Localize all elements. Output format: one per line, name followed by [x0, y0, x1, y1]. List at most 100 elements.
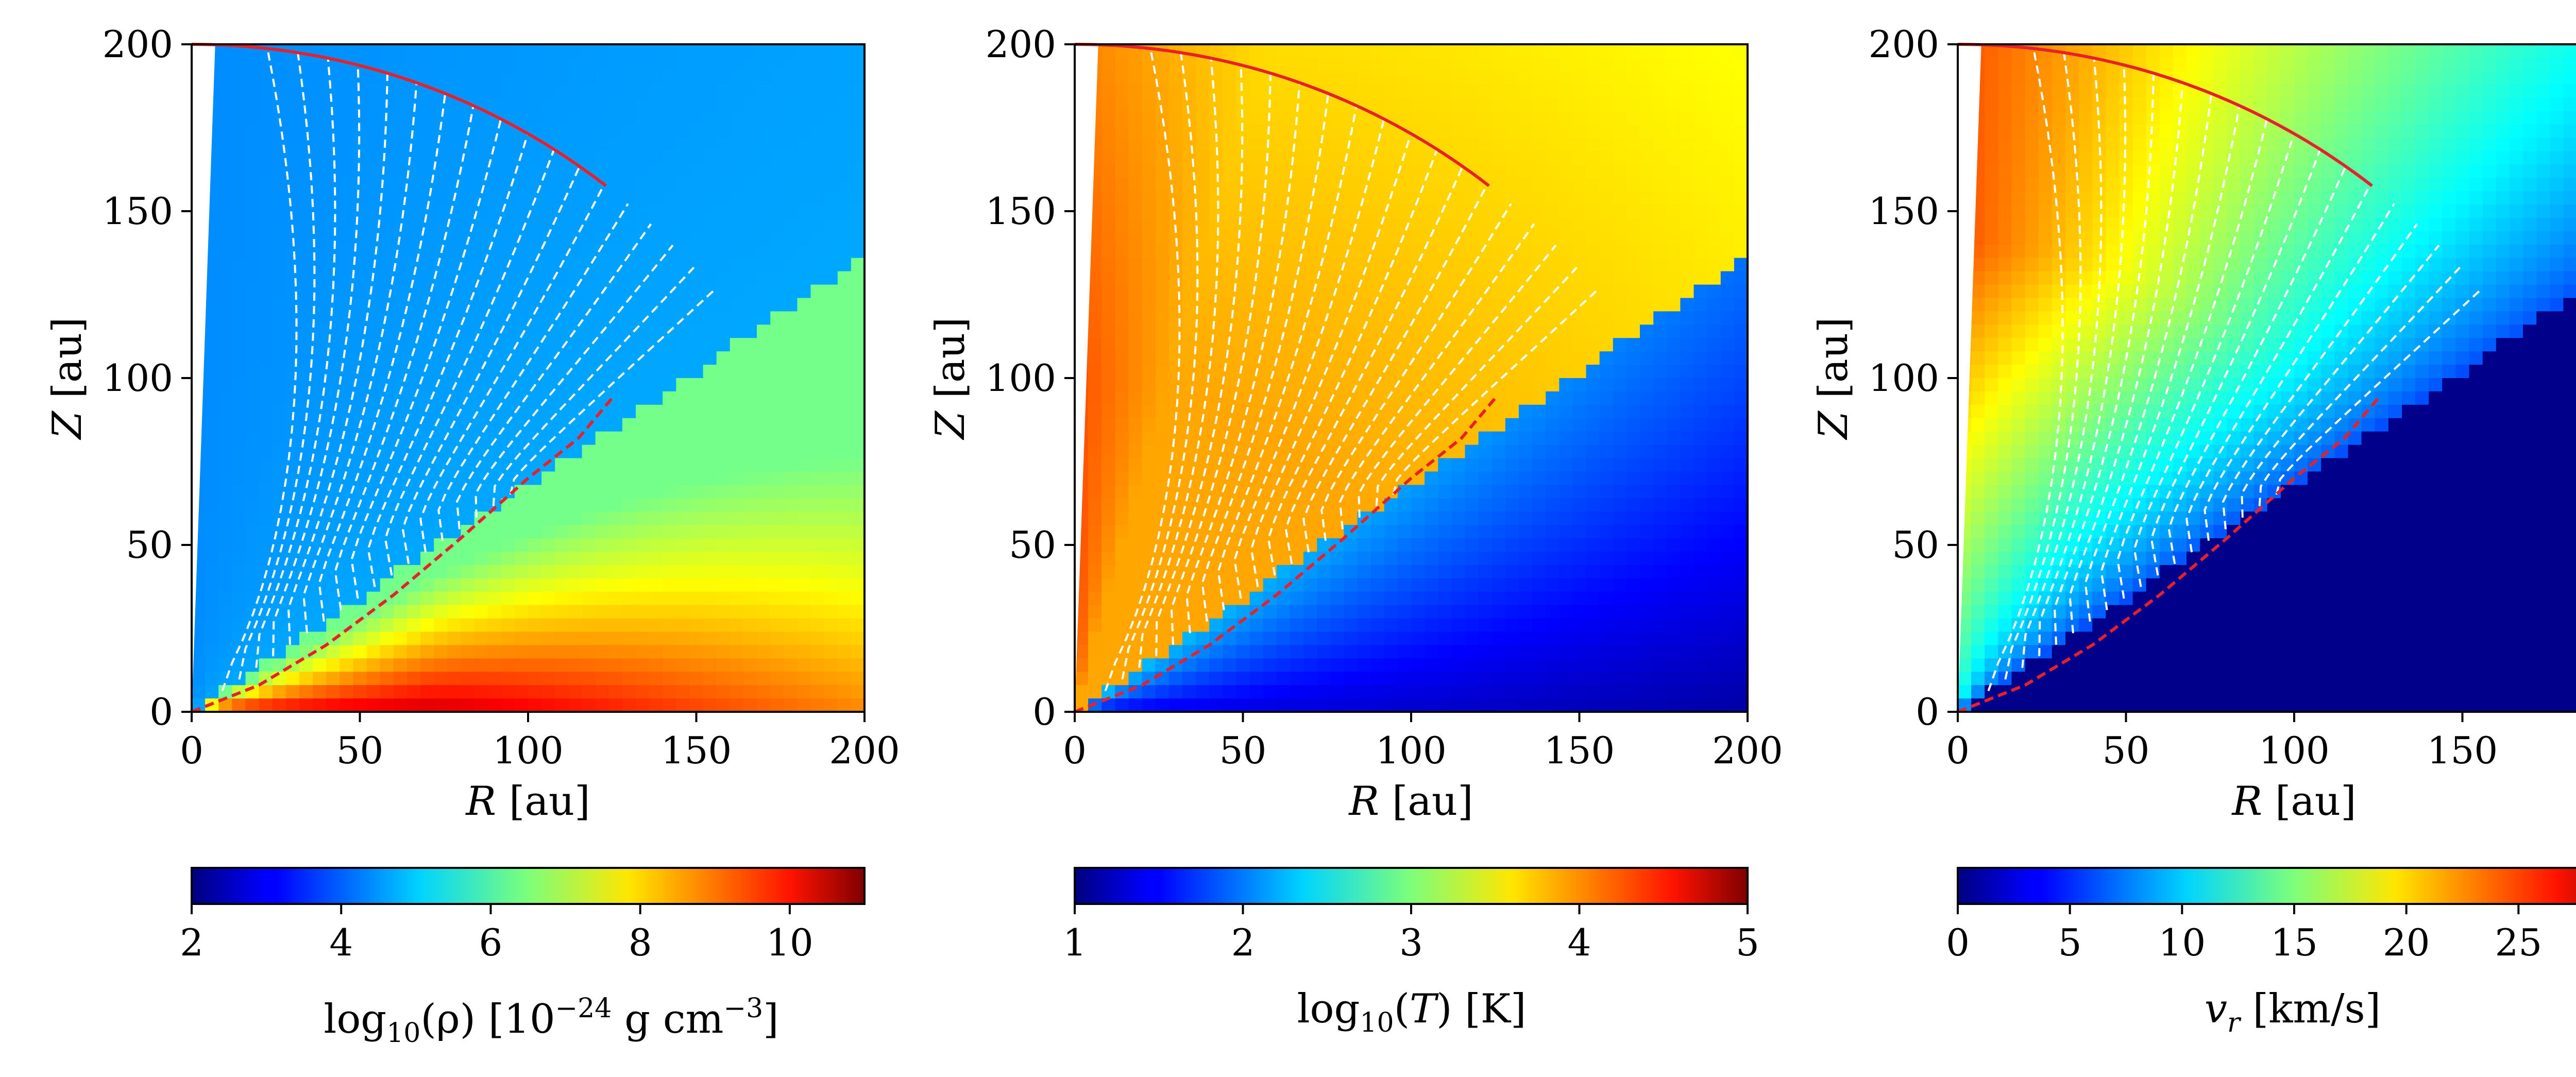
heatmap-cell [1707, 631, 1721, 646]
heatmap-cell [514, 84, 529, 98]
heatmap-cell [1667, 324, 1681, 339]
heatmap-cell [851, 645, 865, 659]
heatmap-cell [218, 284, 233, 299]
heatmap-cell [1626, 338, 1640, 352]
heatmap-cell [797, 445, 811, 459]
heatmap-cell [824, 338, 838, 352]
heatmap-cell [730, 44, 744, 58]
heatmap-cell [1236, 151, 1250, 165]
heatmap-cell [1572, 698, 1587, 712]
heatmap-cell [1693, 218, 1708, 232]
heatmap-cell [501, 525, 515, 539]
heatmap-cell [272, 365, 286, 379]
heatmap-cell [1425, 418, 1439, 432]
heatmap-cell [366, 204, 381, 218]
heatmap-cell [1370, 565, 1385, 579]
heatmap-cell [1626, 97, 1640, 112]
heatmap-cell [205, 618, 219, 632]
heatmap-cell [555, 485, 569, 499]
heatmap-cell [1330, 164, 1345, 179]
heatmap-cell [1425, 538, 1439, 552]
heatmap-cell [689, 525, 704, 539]
heatmap-cell [245, 365, 260, 379]
heatmap-cell [1168, 311, 1183, 326]
heatmap-cell [730, 84, 744, 98]
heatmap-cell [1115, 591, 1129, 606]
heatmap-cell [1465, 685, 1479, 699]
heatmap-cell [218, 658, 233, 673]
heatmap-cell [1613, 498, 1627, 512]
heatmap-cell [1357, 71, 1371, 85]
heatmap-cell [824, 631, 838, 646]
heatmap-cell [1384, 284, 1398, 299]
heatmap-cell [1613, 605, 1627, 619]
heatmap-cell [1532, 618, 1547, 632]
heatmap-cell [851, 298, 865, 312]
heatmap-cell [689, 552, 704, 566]
heatmap-cell [1519, 124, 1533, 139]
heatmap-cell [420, 338, 435, 352]
heatmap-cell [1317, 204, 1331, 218]
heatmap-cell [1438, 84, 1452, 98]
heatmap-cell [514, 672, 529, 686]
heatmap-cell [434, 218, 448, 232]
heatmap-cell [636, 71, 650, 85]
heatmap-cell [406, 431, 421, 446]
heatmap-cell [851, 685, 865, 699]
heatmap-cell [716, 231, 731, 245]
heatmap-cell [1599, 618, 1614, 632]
heatmap-cell [285, 151, 300, 165]
heatmap-cell [272, 645, 286, 659]
heatmap-cell [1559, 138, 1573, 152]
heatmap-cell [218, 578, 233, 592]
heatmap-cell [824, 445, 838, 459]
heatmap-cell [1384, 404, 1398, 419]
heatmap-cell [366, 311, 381, 326]
heatmap-cell [1425, 698, 1439, 712]
heatmap-cell [595, 698, 609, 712]
heatmap-cell [1532, 298, 1547, 312]
heatmap-cell [393, 231, 408, 245]
heatmap-cell [1680, 404, 1694, 419]
heatmap-cell [837, 258, 852, 272]
heatmap-cell [1223, 645, 1237, 659]
heatmap-cell [743, 204, 757, 218]
heatmap-cell [1155, 284, 1170, 299]
heatmap-cell [1478, 565, 1493, 579]
heatmap-cell [1519, 525, 1533, 539]
heatmap-cell [1101, 445, 1116, 459]
heatmap-cell [1693, 471, 1708, 486]
heatmap-cell [636, 645, 650, 659]
heatmap-cell [1572, 445, 1587, 459]
heatmap-cell [272, 498, 286, 512]
heatmap-cell [1101, 351, 1116, 366]
heatmap-cell [1613, 525, 1627, 539]
heatmap-cell [1572, 138, 1587, 152]
heatmap-cell [1101, 97, 1116, 112]
heatmap-cell [447, 658, 462, 673]
heatmap-cell [232, 298, 246, 312]
heatmap-cell [501, 44, 515, 58]
heatmap-cell [487, 618, 502, 632]
heatmap-cell [1384, 231, 1398, 245]
heatmap-cell [245, 378, 260, 392]
heatmap-cell [1115, 391, 1129, 405]
heatmap-cell [824, 378, 838, 392]
heatmap-cell [259, 618, 273, 632]
heatmap-cell [1317, 685, 1331, 699]
heatmap-cell [1438, 591, 1452, 606]
heatmap-cell [380, 258, 394, 272]
heatmap-cell [1357, 418, 1371, 432]
heatmap-cell [1330, 631, 1345, 646]
heatmap-cell [1599, 658, 1614, 673]
heatmap-cell [1680, 338, 1694, 352]
heatmap-cell [1640, 324, 1654, 339]
heatmap-cell [1438, 511, 1452, 526]
heatmap-cell [757, 391, 771, 405]
heatmap-cell [1599, 498, 1614, 512]
heatmap-cell [716, 378, 731, 392]
heatmap-cell [1546, 645, 1560, 659]
heatmap-cell [757, 231, 771, 245]
heatmap-cell [703, 71, 717, 85]
heatmap-cell [1357, 365, 1371, 379]
